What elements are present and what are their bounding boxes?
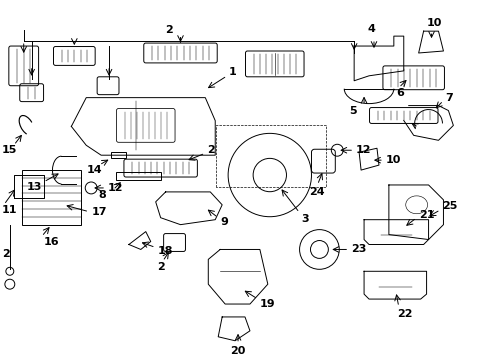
Text: 3: 3 [301,214,308,224]
Text: 13: 13 [27,182,42,192]
Text: 1: 1 [229,67,236,77]
Text: 2: 2 [156,262,164,272]
Bar [116,172,161,180]
Text: 12: 12 [355,145,371,155]
Bar [21,170,81,225]
Text: 2: 2 [2,249,10,260]
Text: 25: 25 [442,201,457,211]
Text: 17: 17 [91,207,106,217]
Text: 22: 22 [396,309,411,319]
Text: 14: 14 [86,165,102,175]
Text: 12: 12 [108,183,123,193]
Text: 15: 15 [2,145,17,155]
Text: 10: 10 [385,155,401,165]
Text: 9: 9 [220,217,227,227]
Text: 5: 5 [348,105,356,116]
Text: 21: 21 [418,210,433,220]
Text: 24: 24 [309,187,325,197]
Text: 8: 8 [98,190,106,200]
Text: 7: 7 [445,93,452,103]
Bar [111,152,126,158]
Text: 10: 10 [426,18,441,28]
Text: 23: 23 [350,244,366,255]
Text: 18: 18 [157,247,173,256]
Text: 11: 11 [2,205,18,215]
Text: 4: 4 [366,24,374,34]
Text: 20: 20 [230,346,245,356]
Text: 2: 2 [207,145,215,155]
Text: 16: 16 [43,237,59,247]
Text: 19: 19 [259,299,275,309]
Text: 2: 2 [164,25,172,35]
Text: 6: 6 [395,88,403,98]
